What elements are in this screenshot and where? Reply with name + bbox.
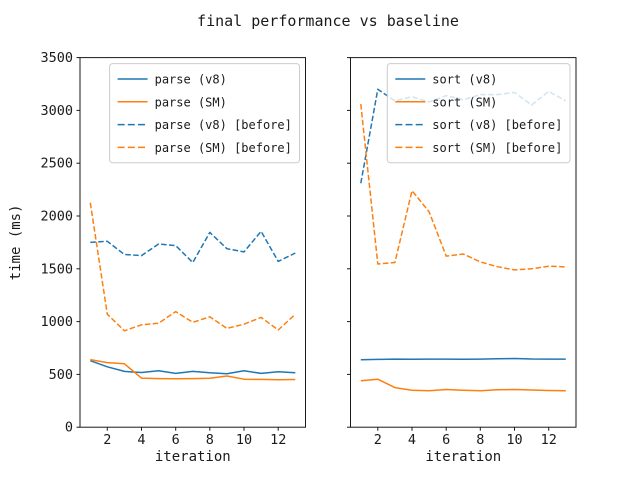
x-tick-label: 6 [442,432,450,448]
x-tick-label: 10 [236,432,252,448]
left-subplot: 2 4 6 8 10 12 0 500 1000 1500 2000 2500 3000 3500 iter… [8,50,306,465]
legend-label-sort-sm: sort (SM) [432,95,497,109]
x-tick-label: 10 [506,432,522,448]
x-tick-label: 2 [374,432,382,448]
x-axis-label: iteration [155,449,231,465]
y-tick-label: 3000 [40,103,73,119]
x-tick-label: 4 [408,432,416,448]
y-tick-label: 2500 [40,156,73,172]
x-tick-label: 12 [270,432,286,448]
legend-label-sort-sm-before: sort (SM) [before] [432,141,562,155]
series-line-parse-sm [90,358,296,381]
axes-frame [79,57,306,428]
series-line-parse-sm-before [89,202,296,332]
legend-box [109,63,300,164]
legend-label-parse-v8: parse (v8) [155,73,227,87]
legend-label-sort-v8: sort (v8) [432,73,497,87]
y-tick-label: 2000 [40,209,73,225]
x-tick-label: 2 [103,432,111,448]
axes-frame [350,57,577,428]
x-tick-label: 8 [476,432,484,448]
legend-label-parse-sm-before: parse (SM) [before] [155,141,292,155]
x-axis-label: iteration [425,449,501,465]
y-tick-label: 0 [65,420,73,436]
y-tick-label: 500 [49,367,73,383]
y-axis-label: time (ms) [8,204,24,280]
figure-title: final performance vs baseline [197,12,459,30]
series-line-sort-sm [360,378,566,392]
series-line-parse-v8 [90,359,296,375]
legend-label-parse-v8-before: parse (v8) [before] [155,118,292,132]
y-tick-label: 1500 [40,261,73,277]
y-tick-label: 1000 [40,314,73,330]
series-line-sort-v8 [360,357,566,361]
x-tick-label: 6 [172,432,180,448]
legend-label-parse-sm: parse (SM) [155,95,227,109]
legend: sort (v8) sort (SM) sort (v8) [before] sort… [386,63,571,164]
series-line-parse-v8-before [90,230,296,264]
x-tick-label: 8 [206,432,214,448]
series-line-sort-sm-before [360,104,566,271]
legend-box [386,63,571,164]
x-tick-label: 12 [541,432,557,448]
y-tick-label: 3500 [40,50,73,66]
legend-label-sort-v8-before: sort (v8) [before] [432,118,562,132]
x-tick-label: 4 [137,432,145,448]
legend: parse (v8) parse (SM) parse (v8) [before] p… [109,63,300,164]
